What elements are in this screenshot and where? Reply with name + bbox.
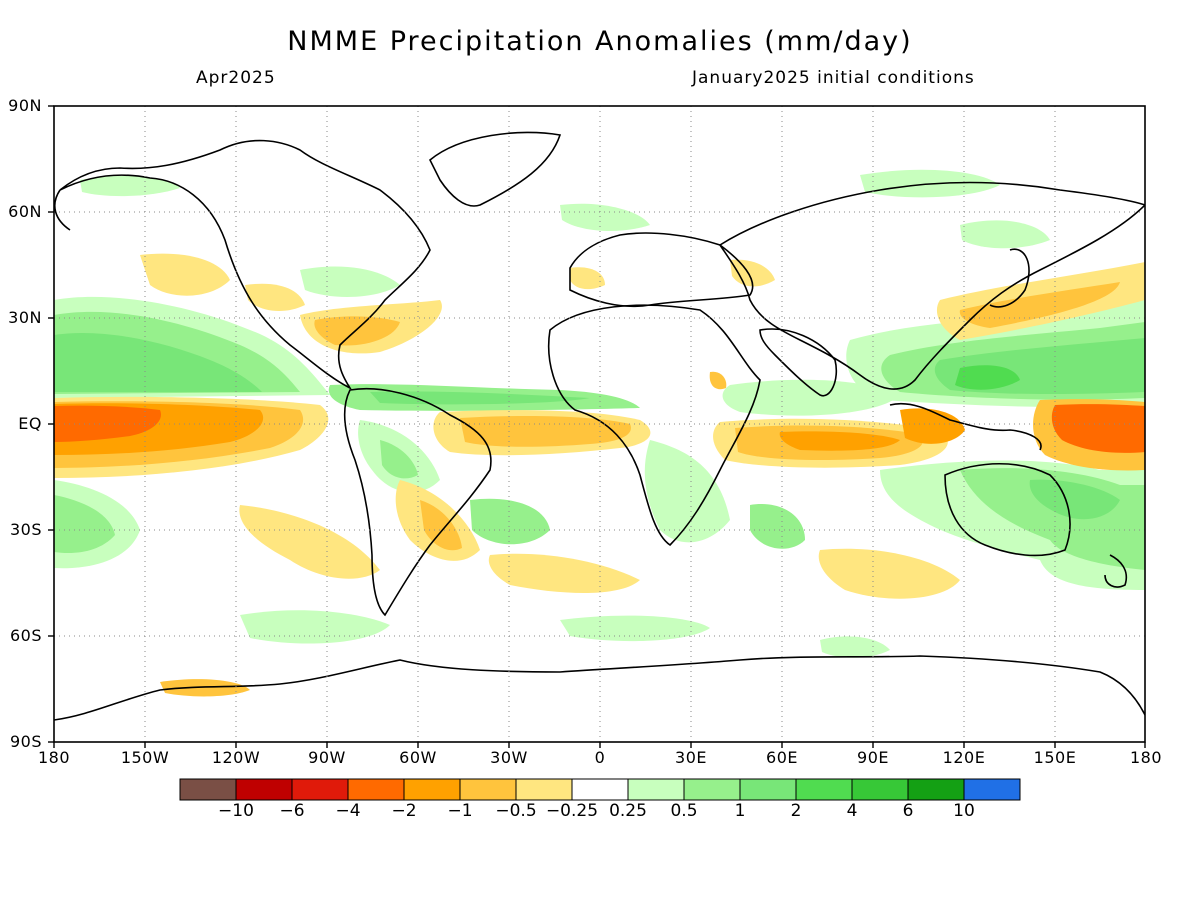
greenland-outline xyxy=(429,131,562,207)
colorbar-tick-label: 1 xyxy=(734,801,746,821)
asia-outline xyxy=(719,181,1145,390)
valid-month-label: Apr2025 xyxy=(196,68,276,88)
lon-label-30e: 30E xyxy=(675,748,707,767)
lon-label-180w: 180 xyxy=(37,748,71,767)
colorbar-swatch xyxy=(907,778,965,801)
lat-label-60s: 60S xyxy=(9,626,42,645)
map-title: NMME Precipitation Anomalies (mm/day) xyxy=(287,26,913,57)
gridlines xyxy=(54,106,1145,742)
colorbar-tick-label: 6 xyxy=(902,801,914,821)
lat-label-60n: 60N xyxy=(8,202,42,221)
lon-label-180e: 180 xyxy=(1129,748,1163,767)
colorbar xyxy=(179,778,1021,801)
colorbar-swatch xyxy=(627,778,685,801)
colorbar-tick-label: −4 xyxy=(335,801,361,821)
colorbar-tick-label: 10 xyxy=(953,801,975,821)
north-america-outline xyxy=(59,139,431,390)
colorbar-tick-label: −6 xyxy=(279,801,305,821)
africa-outline xyxy=(547,304,761,547)
colorbar-swatch xyxy=(291,778,349,801)
axis-ticks xyxy=(48,105,1146,748)
colorbar-tick-label: −1 xyxy=(447,801,473,821)
antarctica-outline xyxy=(54,655,1145,721)
colorbar-swatch xyxy=(739,778,797,801)
lon-label-120e: 120E xyxy=(942,748,986,767)
initial-conditions-label: January2025 initial conditions xyxy=(692,68,975,88)
lat-label-30n: 30N xyxy=(8,308,42,327)
colorbar-swatch xyxy=(963,778,1021,801)
coastlines xyxy=(54,131,1145,721)
colorbar-tick-label: 0.5 xyxy=(670,801,698,821)
lon-label-90e: 90E xyxy=(857,748,889,767)
arabia-india-outline xyxy=(759,328,838,397)
colorbar-tick-label: −2 xyxy=(391,801,417,821)
colorbar-swatch xyxy=(403,778,461,801)
colorbar-tick-label: 4 xyxy=(846,801,858,821)
maritime-continent-outline xyxy=(889,402,1042,451)
lon-label-90w: 90W xyxy=(308,748,346,767)
lon-label-150w: 150W xyxy=(120,748,170,767)
lon-label-0: 0 xyxy=(594,748,606,767)
colorbar-swatch xyxy=(851,778,909,801)
colorbar-swatch xyxy=(571,778,629,801)
lon-label-150e: 150E xyxy=(1033,748,1077,767)
colorbar-tick-label: 2 xyxy=(790,801,802,821)
dry-anomalies xyxy=(54,253,1145,697)
colorbar-tick-label: −0.5 xyxy=(495,801,537,821)
colorbar-swatch xyxy=(459,778,517,801)
colorbar-swatch xyxy=(515,778,573,801)
new-zealand-outline xyxy=(1104,554,1128,588)
lat-label-30s: 30S xyxy=(9,520,42,539)
lon-label-60e: 60E xyxy=(766,748,798,767)
anomaly-field xyxy=(54,106,1145,742)
colorbar-tick-label: −10 xyxy=(218,801,254,821)
colorbar-swatch xyxy=(683,778,741,801)
colorbar-tick-label: 0.25 xyxy=(609,801,647,821)
lat-label-90s: 90S xyxy=(9,732,42,751)
south-america-outline xyxy=(343,387,492,617)
lon-label-120w: 120W xyxy=(211,748,261,767)
australia-outline xyxy=(944,463,1071,557)
alaska-outline xyxy=(54,189,71,231)
colorbar-swatch xyxy=(179,778,237,801)
lat-label-eq: EQ xyxy=(18,414,42,433)
colorbar-swatch xyxy=(235,778,293,801)
colorbar-tick-label: −0.25 xyxy=(545,801,599,821)
lat-label-90n: 90N xyxy=(8,96,42,115)
lon-label-30w: 30W xyxy=(490,748,528,767)
japan-outline xyxy=(989,248,1030,308)
lon-label-60w: 60W xyxy=(399,748,437,767)
colorbar-swatch xyxy=(795,778,853,801)
europe-outline xyxy=(569,232,754,308)
colorbar-swatch xyxy=(347,778,405,801)
